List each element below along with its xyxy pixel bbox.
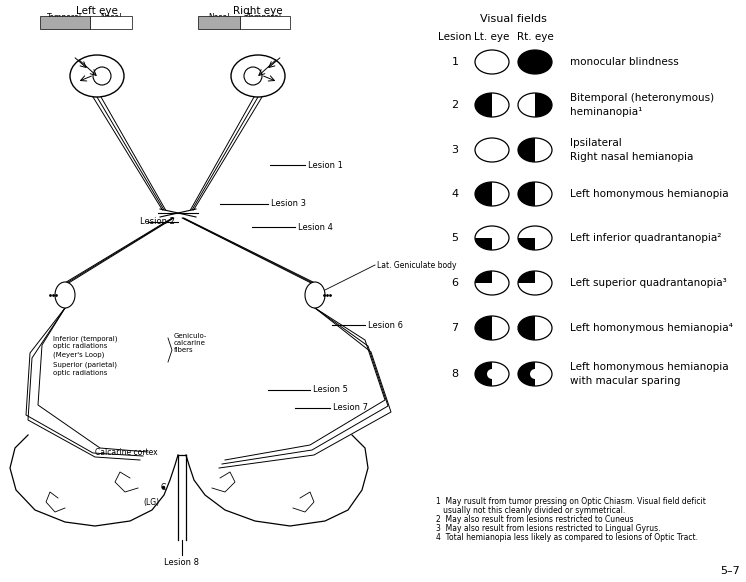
Text: Lesion 5: Lesion 5	[313, 385, 348, 395]
Text: Lesion 1: Lesion 1	[308, 161, 343, 169]
Ellipse shape	[518, 50, 552, 74]
Polygon shape	[518, 138, 535, 162]
Text: Left homonymous hemianopia: Left homonymous hemianopia	[570, 189, 729, 199]
Text: usually not this cleanly divided or symmetrical.: usually not this cleanly divided or symm…	[436, 506, 625, 515]
Text: optic radiations: optic radiations	[53, 343, 107, 349]
Polygon shape	[518, 362, 535, 386]
Text: 7: 7	[451, 323, 459, 333]
Bar	[40, 16, 90, 29]
Text: Lesion 7: Lesion 7	[333, 403, 368, 413]
Ellipse shape	[475, 50, 509, 74]
Text: Left homonymous hemianopia⁴: Left homonymous hemianopia⁴	[570, 323, 733, 333]
Polygon shape	[518, 50, 552, 74]
Ellipse shape	[475, 271, 509, 295]
Text: 3  May also result from lesions restricted to Lingual Gyrus.: 3 May also result from lesions restricte…	[436, 524, 660, 533]
Bar	[90, 16, 132, 29]
Text: Calcarine cortex: Calcarine cortex	[95, 448, 157, 457]
Text: Left superior quadrantanopia³: Left superior quadrantanopia³	[570, 278, 727, 288]
Polygon shape	[475, 182, 492, 206]
Ellipse shape	[475, 226, 509, 250]
Text: Lesion 6: Lesion 6	[368, 321, 403, 329]
Ellipse shape	[305, 282, 325, 308]
Text: Right eye: Right eye	[233, 6, 283, 16]
Ellipse shape	[70, 55, 124, 97]
Text: Lesion 2: Lesion 2	[140, 218, 175, 226]
Text: Hemifield: Hemifield	[247, 20, 283, 29]
Text: Superior (parietal): Superior (parietal)	[53, 362, 117, 368]
Ellipse shape	[55, 282, 75, 308]
Ellipse shape	[518, 93, 552, 117]
Text: Nasal: Nasal	[208, 13, 230, 22]
Text: 3: 3	[451, 145, 459, 155]
Text: 1  May rusult from tumor pressing on Optic Chiasm. Visual field deficit: 1 May rusult from tumor pressing on Opti…	[436, 497, 706, 506]
Ellipse shape	[518, 362, 552, 386]
Polygon shape	[518, 182, 535, 206]
Text: Ipsilateral
Right nasal hemianopia: Ipsilateral Right nasal hemianopia	[570, 139, 693, 162]
Ellipse shape	[475, 138, 509, 162]
Text: Temporal: Temporal	[248, 13, 283, 22]
Bar	[198, 16, 240, 29]
Text: Temporal: Temporal	[48, 13, 83, 22]
Polygon shape	[518, 316, 535, 340]
Bar	[240, 16, 290, 29]
Circle shape	[530, 369, 540, 379]
Text: Inferior (temporal): Inferior (temporal)	[53, 335, 118, 342]
Ellipse shape	[475, 182, 509, 206]
Polygon shape	[475, 93, 492, 117]
Text: 2  May also result from lesions restricted to Cuneus: 2 May also result from lesions restricte…	[436, 515, 633, 524]
Text: Lesion 8: Lesion 8	[165, 558, 199, 567]
Text: 5–7: 5–7	[720, 566, 740, 576]
Polygon shape	[475, 271, 492, 283]
Text: Lt. eye: Lt. eye	[474, 32, 510, 42]
Text: 1: 1	[451, 57, 459, 67]
Text: monocular blindness: monocular blindness	[570, 57, 679, 67]
Text: optic radiations: optic radiations	[53, 370, 107, 376]
Circle shape	[244, 67, 262, 85]
Text: (Meyer's Loop): (Meyer's Loop)	[53, 351, 104, 357]
Polygon shape	[475, 238, 492, 250]
Text: Left homonymous hemianopia
with macular sparing: Left homonymous hemianopia with macular …	[570, 363, 729, 386]
Ellipse shape	[518, 316, 552, 340]
Text: 6: 6	[451, 278, 459, 288]
Text: Lesion 4: Lesion 4	[298, 222, 333, 232]
Text: Left inferior quadrantanopia²: Left inferior quadrantanopia²	[570, 233, 721, 243]
Polygon shape	[535, 93, 552, 117]
Ellipse shape	[518, 182, 552, 206]
Text: (LG): (LG)	[143, 498, 159, 507]
Text: Nasal: Nasal	[100, 13, 122, 22]
Ellipse shape	[231, 55, 285, 97]
Text: Hemifield: Hemifield	[46, 20, 84, 29]
Text: Hemifield: Hemifield	[201, 20, 237, 29]
Text: Lesion: Lesion	[438, 32, 471, 42]
Text: Visual fields: Visual fields	[480, 14, 547, 24]
Circle shape	[487, 369, 497, 379]
Text: 2: 2	[451, 100, 459, 110]
Text: Geniculo-
calcarine
fibers: Geniculo- calcarine fibers	[174, 332, 207, 353]
Ellipse shape	[475, 362, 509, 386]
Text: Bitemporal (heteronymous)
heminanopia¹: Bitemporal (heteronymous) heminanopia¹	[570, 93, 714, 116]
Text: 8: 8	[451, 369, 459, 379]
Circle shape	[93, 67, 111, 85]
Polygon shape	[475, 362, 492, 386]
Ellipse shape	[475, 93, 509, 117]
Ellipse shape	[518, 226, 552, 250]
Text: Lat. Geniculate body: Lat. Geniculate body	[377, 261, 457, 269]
Polygon shape	[518, 238, 535, 250]
Polygon shape	[518, 271, 535, 283]
Text: Hemifield: Hemifield	[93, 20, 129, 29]
Text: Lesion 3: Lesion 3	[271, 200, 306, 208]
Text: Left eye: Left eye	[76, 6, 118, 16]
Text: 4: 4	[451, 189, 459, 199]
Text: 5: 5	[451, 233, 459, 243]
Polygon shape	[475, 316, 492, 340]
Text: C: C	[160, 483, 166, 492]
Text: 4  Total hemianopia less likely as compared to lesions of Optic Tract.: 4 Total hemianopia less likely as compar…	[436, 533, 698, 542]
Ellipse shape	[518, 138, 552, 162]
Ellipse shape	[475, 316, 509, 340]
Text: Rt. eye: Rt. eye	[517, 32, 554, 42]
Ellipse shape	[518, 271, 552, 295]
